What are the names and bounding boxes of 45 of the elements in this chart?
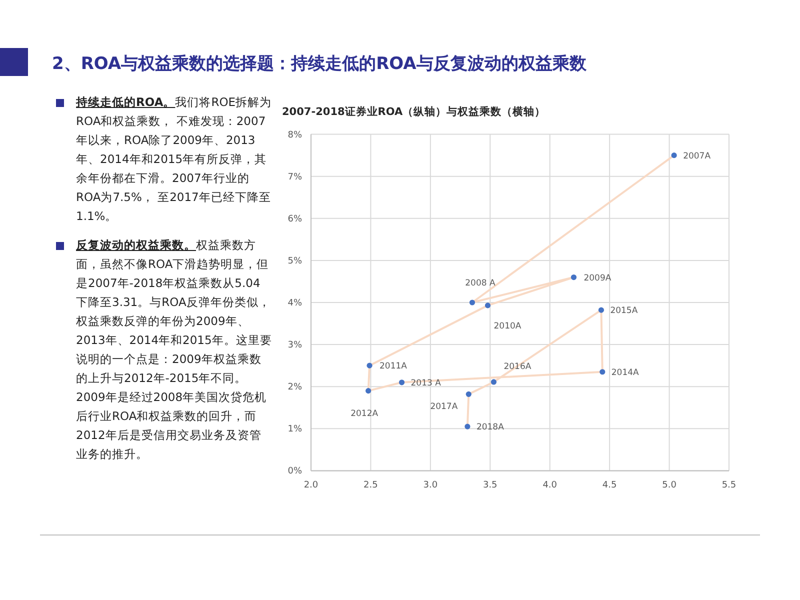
y-tick-label: 8%	[288, 130, 302, 140]
x-tick-label: 5.0	[662, 480, 677, 491]
chart-subtitle: 2007-2018证券业ROA（纵轴）与权益乘数（横轴）	[282, 105, 546, 118]
y-tick-label: 2%	[288, 382, 302, 393]
point	[671, 152, 677, 158]
annotation: 2007A	[683, 151, 711, 162]
x-tick-label: 2.0	[304, 480, 318, 491]
point	[490, 379, 497, 385]
point	[366, 388, 372, 394]
chart-title: 2、ROA与权益乘数的选择题：持续走低的ROA与反复波动的权益乘数	[52, 53, 586, 75]
annotation: 2009A	[584, 273, 612, 284]
x-tick-label: 3.0	[423, 480, 438, 491]
point	[600, 369, 606, 375]
annotation: 2018A	[476, 422, 504, 433]
annotation: 2015A	[610, 306, 638, 316]
annotation: 2011A	[380, 362, 408, 372]
point	[466, 391, 472, 397]
y-tick-label: 5%	[288, 256, 302, 266]
annotation: 2010A	[494, 321, 522, 332]
point	[469, 300, 476, 306]
text: 反复波动的权益乘数。权益乘数方面，虽然不像ROA下滑趋势明显，但是2007年-2018年权益乘数从5.04下降至3.31。与ROA反弹年份类似，权益乘数反弹的年份为2009年、2013年、2014年和2015年。这里要说明的一个点是：2009年权益乘数的上升与2012年-2015年不同。 2009年是经过2008年美国次贷危机后行业ROA和权益乘数的回升，而2012年后是受信用交易业务及资管业务的推升。	[76, 238, 272, 461]
y-tick-label: 6%	[288, 214, 302, 224]
point	[398, 380, 405, 386]
point	[570, 274, 577, 280]
text: 持续走低的ROA。我们将ROE拆解为ROA和权益乘数， 不难发现：2007年以来，ROA除了2009年、2013年、2014年和2015年有所反弹，其余年份都在下滑。2007年行业的ROA为7.5%， 至2017年已经下降至1.1%。	[76, 95, 272, 223]
point	[484, 302, 491, 308]
annotation: 2013 A	[410, 378, 442, 388]
y-tick-label: 1%	[288, 424, 302, 435]
y-tick-label: 0%	[288, 466, 302, 477]
point	[598, 307, 604, 313]
x-tick-label: 4.0	[542, 480, 558, 491]
point	[366, 362, 372, 368]
x-tick-label: 2.5	[364, 480, 378, 491]
annotation: 2008 A	[465, 278, 496, 288]
y-tick-label: 4%	[288, 298, 302, 308]
x-tick-label: 4.5	[602, 480, 617, 491]
x-tick-label: 5.5	[722, 480, 736, 491]
y-tick-label: 7%	[288, 172, 302, 182]
annotation: 2012A	[350, 408, 378, 419]
y-tick-label: 3%	[288, 340, 302, 351]
annotation: 2014A	[611, 368, 640, 378]
annotation: 2017A	[430, 402, 458, 412]
point	[464, 424, 470, 430]
x-tick-label: 3.5	[482, 480, 498, 491]
annotation: 2016A	[504, 362, 532, 372]
